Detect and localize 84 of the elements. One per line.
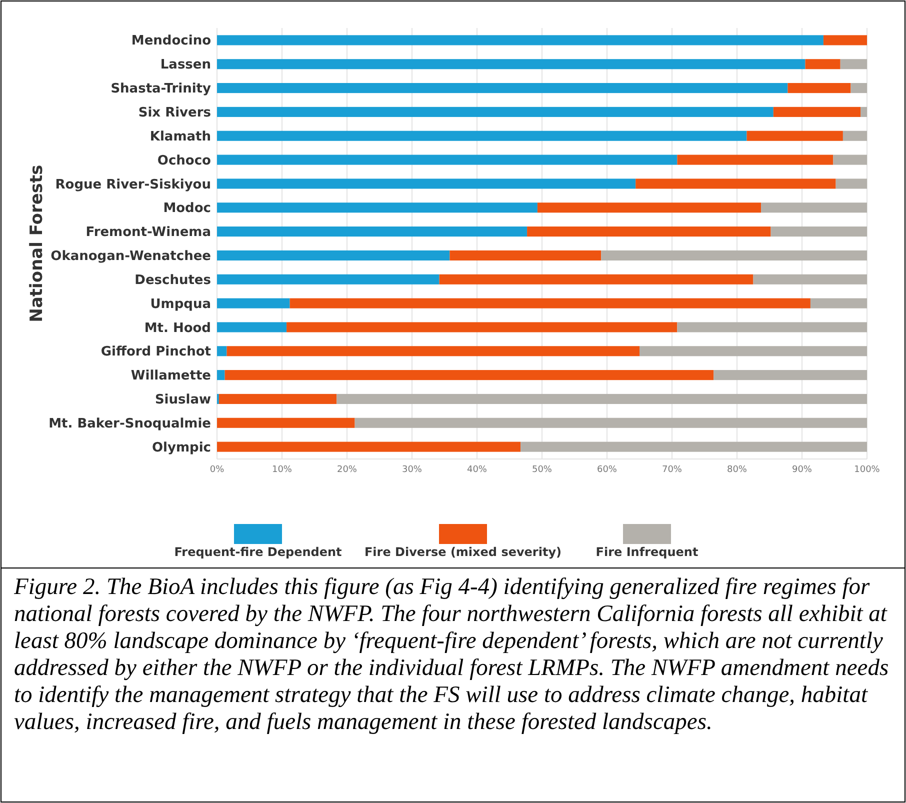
x-tick-label: 90% [792,465,812,475]
bar [439,274,754,284]
y-tick-label: Willamette [130,368,212,384]
y-tick-label: Fremont-Winema [86,225,211,240]
bar [810,298,867,308]
bar [677,322,867,332]
bar [537,202,762,213]
bar [840,59,867,70]
y-tick-label: Six Rivers [138,106,212,120]
bar [805,59,840,70]
bar [842,130,867,141]
bar [850,83,867,94]
bar [217,154,678,165]
bar [773,106,860,117]
bar [677,154,834,165]
bar [290,298,810,308]
bar [217,322,287,332]
y-tick-label: Ochoco [157,153,212,168]
bar [286,322,678,332]
bar [636,178,836,189]
bar [217,418,355,428]
y-tick-label: Klamath [150,129,211,144]
caption: Figure 2. The BioA includes this figure (as Fig 4-4) identifying generalized fire regimes for national forests covered by the NWFP. The four northwestern California forests all exhibit at least 80% landscape dominance by ‘frequent-fire dependent’ forests, which are not currently addressed by either the NWFP or the individual forest LRMPs. The NWFP amendment needs to identify the management strategy that the FS will use to address climate change, habitat values, increased fire, and fuels management in these forested landscapes. [14,574,890,736]
bar [217,35,824,46]
bar [336,394,867,404]
y-tick-label: Rogue River-Siskiyou [55,177,211,192]
bar [788,83,851,94]
bar [833,154,867,165]
x-tick-label: 10% [272,465,292,475]
x-tick-label: 0% [210,465,225,475]
y-tick-label: Deschutes [134,272,212,288]
legend-label: Fire Infrequent [596,545,698,559]
y-tick-label: Okanogan-Wenatchee [50,249,212,264]
bar [714,370,867,380]
bar [217,370,225,380]
bar [218,394,337,404]
y-tick-label: Olympic [152,440,211,456]
bar [770,226,867,237]
bar [224,370,714,380]
x-tick-label: 30% [402,465,422,475]
y-tick-label: Mt. Baker-Snoqualmie [48,416,212,432]
y-tick-label: Shasta-Trinity [110,82,212,97]
bar [520,442,867,452]
bar [527,226,771,237]
legend-label: Frequent-fire Dependent [174,545,342,559]
bar [217,202,538,213]
x-tick-label: 80% [726,465,748,475]
y-tick-label: Mendocino [131,34,212,49]
bar [217,298,290,308]
y-tick-label: Mt. Hood [144,320,211,336]
bar [640,346,867,356]
x-tick-label: 100% [854,465,880,475]
bar [217,274,440,284]
bar [217,346,227,356]
bar [217,250,450,260]
bar [601,250,867,260]
bar [217,178,636,189]
bar [226,346,640,356]
y-tick-label: Umpqua [150,296,211,312]
x-tick-label: 60% [596,465,618,475]
legend-label: Fire Diverse (mixed severity) [364,545,562,559]
x-tick-label: 50% [532,465,552,475]
bar [217,442,521,452]
y-axis-title: National Forests [27,164,47,322]
bar [753,274,867,284]
x-tick-label: 40% [466,465,488,475]
x-tick-label: 20% [336,465,358,475]
bar [746,130,843,141]
bar [217,83,788,94]
bar [217,130,747,141]
y-tick-label: Gifford Pinchot [100,344,211,360]
bar [860,106,867,117]
x-tick-label: 70% [662,465,682,475]
bar [354,418,867,428]
y-tick-label: Siuslaw [154,392,211,408]
bar [836,178,867,189]
bar [217,226,528,237]
bar [217,59,806,70]
bar [761,202,867,213]
y-tick-label: Modoc [163,201,211,216]
bar [450,250,602,260]
bar [823,35,867,46]
bar [217,106,774,117]
y-tick-label: Lassen [160,58,211,73]
